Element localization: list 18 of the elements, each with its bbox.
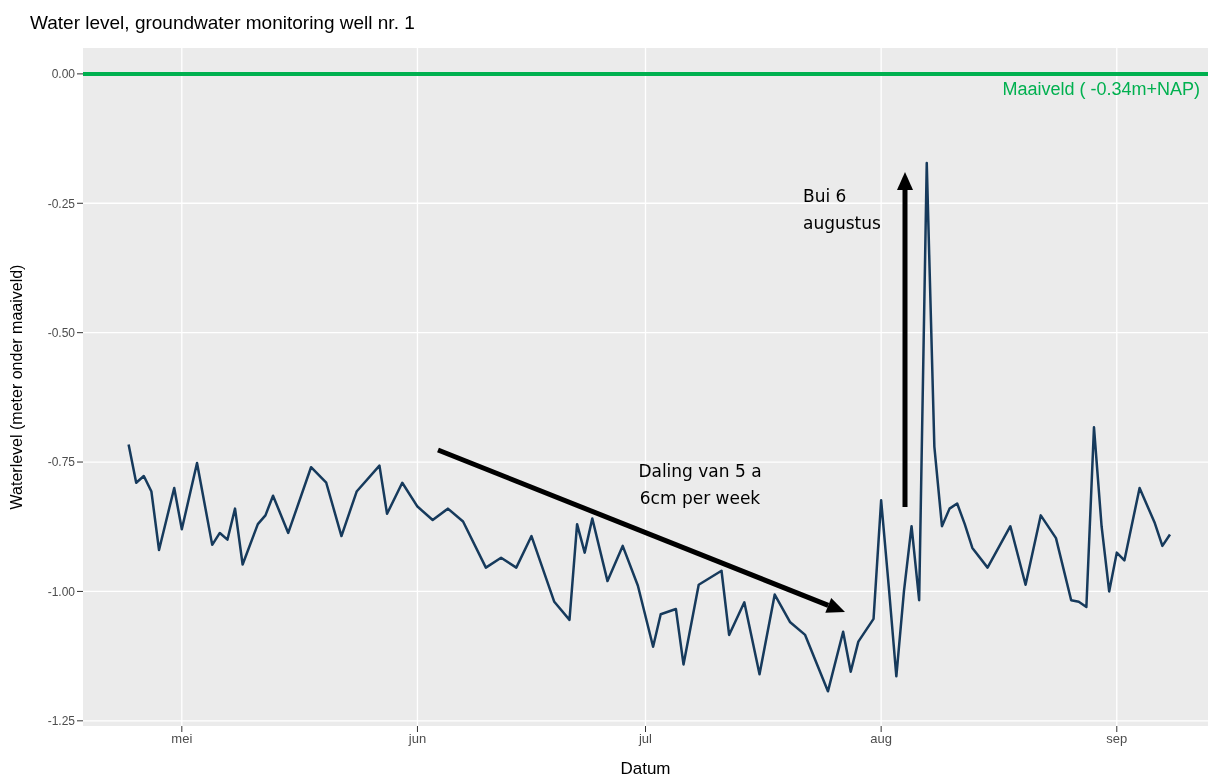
x-tick-label: jul: [637, 731, 653, 747]
annotation: Daling van 5 a 6cm per week: [637, 460, 763, 510]
x-axis-title: Datum: [620, 759, 671, 778]
y-tick-label: -1.00: [47, 584, 76, 599]
y-tick-label: -0.25: [47, 196, 76, 211]
y-axis-title: Waterlevel (meter onder maaiveld): [7, 264, 25, 510]
y-tick-label: -1.25: [47, 714, 76, 729]
x-tick-label: aug: [870, 731, 892, 747]
ref-line-label: Maaiveld ( -0.34m+NAP): [1002, 78, 1200, 99]
y-tick-label: -0.75: [47, 455, 76, 470]
line-series: [127, 161, 1172, 693]
annotation: Bui 6 augustus: [803, 185, 882, 235]
y-tick-label: 0.00: [51, 67, 76, 82]
x-tick-label: mei: [171, 731, 193, 747]
x-tick-label: sep: [1106, 731, 1128, 747]
x-tick-label: jun: [407, 731, 427, 747]
chart-title: Water level, groundwater monitoring well nr. 1: [30, 12, 415, 34]
y-tick-label: -0.50: [47, 325, 76, 340]
